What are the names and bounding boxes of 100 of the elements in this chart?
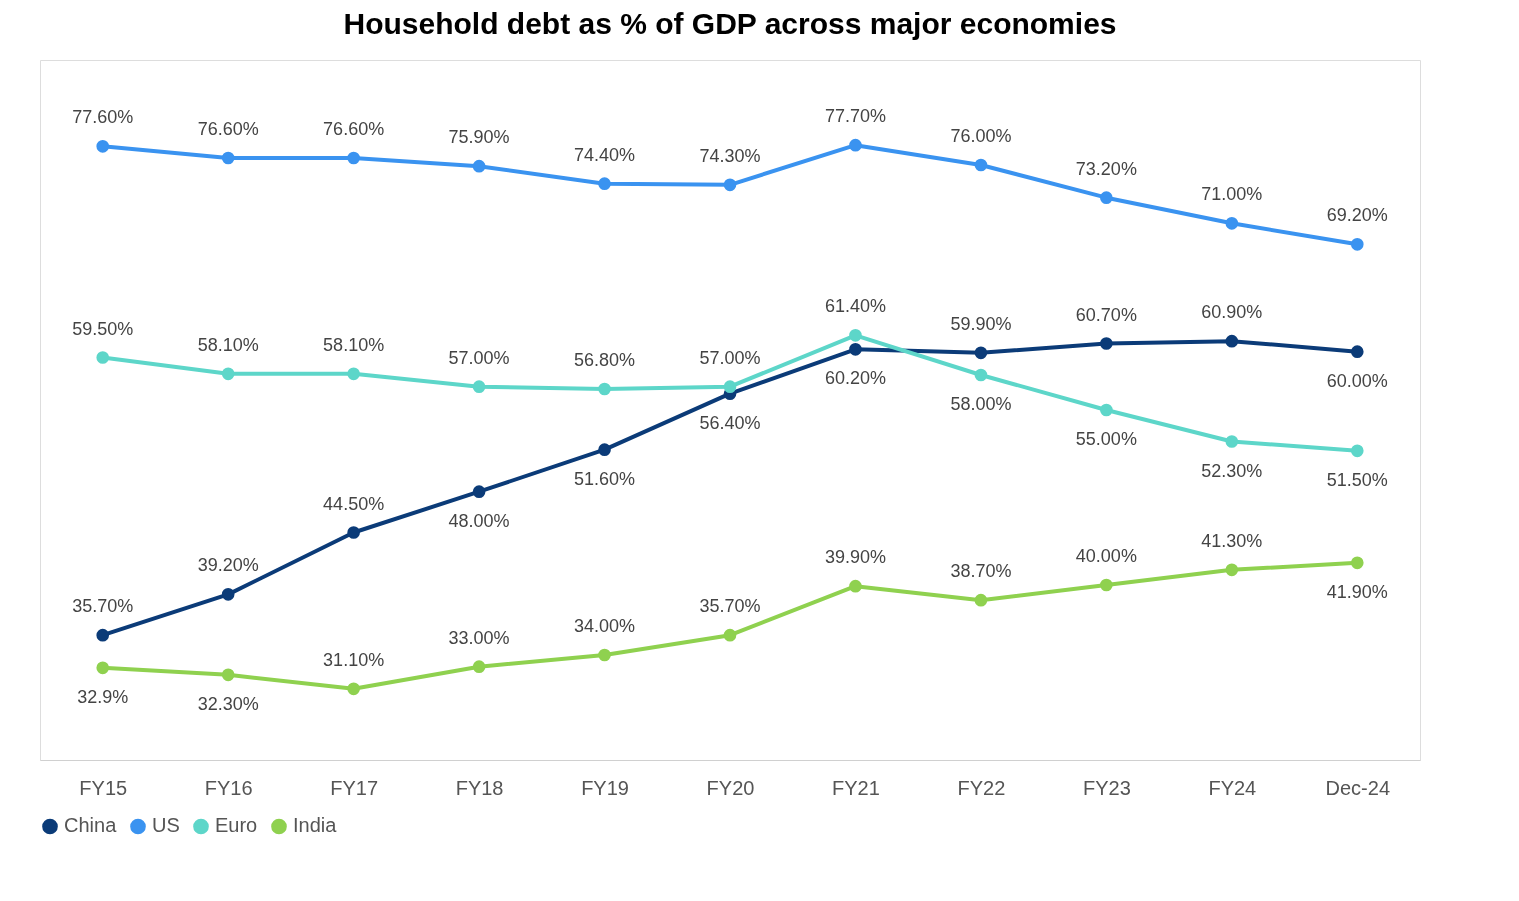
point [1100, 337, 1113, 350]
data-label: 38.70% [950, 561, 1012, 582]
data-label: 58.00% [950, 394, 1012, 414]
data-label: 60.00% [1326, 370, 1388, 391]
data-label: 71.00% [1201, 184, 1263, 205]
data-label: 52.30% [1201, 460, 1263, 481]
point [1225, 435, 1239, 448]
data-label: 39.20% [197, 555, 259, 576]
point [723, 380, 737, 393]
point [472, 660, 486, 673]
point [1350, 238, 1364, 251]
point [1225, 334, 1239, 348]
data-label: 58.10% [197, 334, 259, 355]
point [1100, 191, 1113, 204]
data-label: 60.70% [1075, 304, 1137, 325]
data-label: 59.50% [72, 318, 134, 339]
legend-label: Euro [215, 814, 258, 837]
point [96, 628, 110, 642]
x-tick-label: FY15 [79, 776, 128, 799]
point [1350, 345, 1364, 358]
point [1350, 556, 1364, 570]
point [598, 443, 611, 456]
chart-title: Household debt as % of GDP across major economies [343, 7, 1117, 40]
data-label: 44.50% [323, 493, 385, 514]
point [347, 367, 360, 381]
legend-label: China [64, 814, 118, 837]
point [598, 382, 611, 396]
data-label: 56.40% [699, 412, 761, 433]
point [221, 367, 235, 381]
data-label: 76.60% [323, 119, 385, 139]
x-tick-label: FY19 [581, 776, 629, 799]
point [347, 151, 360, 165]
data-label: 35.70% [72, 596, 134, 617]
point [96, 661, 110, 675]
point [723, 178, 737, 192]
point [472, 380, 486, 393]
point [221, 588, 235, 601]
data-label: 55.00% [1075, 429, 1137, 449]
data-label: 33.00% [448, 627, 510, 648]
point [1225, 563, 1239, 577]
data-label: 76.00% [950, 126, 1012, 146]
x-tick-label: FY22 [957, 776, 1006, 799]
x-tick-label: FY24 [1208, 776, 1257, 799]
legend-label: India [293, 814, 338, 837]
data-label: 51.50% [1326, 469, 1388, 490]
data-label: 58.10% [323, 334, 385, 355]
data-label: 74.30% [699, 145, 761, 166]
point [974, 368, 988, 382]
data-label: 32.9% [77, 686, 129, 707]
data-label: 51.60% [574, 468, 636, 489]
data-label: 32.30% [197, 693, 259, 714]
data-label: 77.70% [824, 106, 886, 127]
point [849, 579, 862, 593]
point [849, 329, 862, 342]
point [472, 485, 486, 498]
x-tick-label: Dec-24 [1325, 776, 1391, 799]
x-tick-label: FY17 [330, 776, 379, 799]
data-label: 61.40% [824, 296, 886, 317]
data-label: 56.80% [574, 350, 636, 370]
point [1225, 217, 1239, 230]
x-tick-label: FY18 [455, 776, 504, 799]
point [974, 158, 988, 172]
point [347, 682, 360, 696]
data-label: 75.90% [448, 127, 510, 148]
data-label: 69.20% [1326, 205, 1388, 226]
data-label: 35.70% [699, 596, 761, 617]
point [1350, 444, 1364, 458]
point [1100, 578, 1113, 592]
data-label: 57.00% [448, 347, 510, 368]
data-label: 31.10% [323, 649, 385, 670]
point [96, 140, 110, 153]
data-label: 41.90% [1326, 581, 1388, 602]
point [723, 628, 737, 642]
point [96, 351, 110, 364]
point [347, 526, 360, 539]
data-label: 59.90% [950, 313, 1012, 334]
point [974, 346, 988, 360]
x-tick-label: FY16 [204, 776, 253, 799]
point [849, 343, 862, 356]
data-label: 60.20% [824, 368, 886, 389]
x-tick-label: FY23 [1082, 776, 1131, 799]
x-tick-label: FY20 [706, 776, 755, 799]
data-label: 48.00% [448, 510, 510, 531]
point [598, 177, 611, 190]
point [221, 151, 235, 165]
data-label: 76.60% [197, 119, 259, 139]
data-label: 39.90% [824, 547, 886, 568]
x-tick-label: FY21 [832, 776, 880, 799]
point [974, 593, 988, 607]
data-label: 74.40% [574, 144, 636, 165]
point [849, 138, 862, 152]
data-label: 77.60% [72, 107, 134, 128]
data-label: 73.20% [1075, 158, 1137, 179]
point [598, 648, 611, 662]
data-label: 60.90% [1201, 302, 1263, 323]
data-label: 40.00% [1075, 546, 1137, 566]
legend-label: US [152, 814, 180, 837]
point [472, 159, 486, 173]
point [221, 668, 235, 682]
data-label: 34.00% [574, 616, 636, 636]
